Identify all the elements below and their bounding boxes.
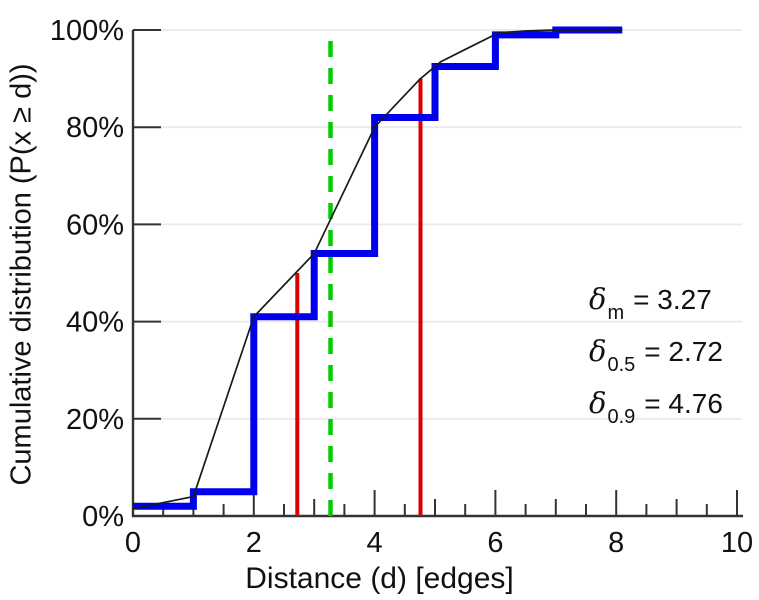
x-tick-label-0: 0 <box>125 527 141 559</box>
annotation-value: = 4.76 <box>644 388 723 419</box>
delta-subscript: m <box>607 302 625 324</box>
delta-symbol: δ <box>589 334 607 368</box>
y-tick-label-20%: 20% <box>66 404 124 436</box>
delta-subscript: 0.5 <box>607 354 636 376</box>
delta-subscript: 0.9 <box>607 406 636 428</box>
annotation-delta-mean: δm = 3.27 <box>589 282 712 324</box>
fitted-cdf-curve <box>132 29 623 510</box>
annotation-value: = 3.27 <box>633 284 712 315</box>
x-tick-label-6: 6 <box>487 527 503 559</box>
x-tick-label-8: 8 <box>608 527 624 559</box>
axis-lines <box>131 30 743 518</box>
y-tick-label-60%: 60% <box>66 209 124 241</box>
delta-symbol: δ <box>589 282 607 316</box>
annotation-value: = 2.72 <box>644 336 723 367</box>
y-tick-label-80%: 80% <box>66 112 124 144</box>
y-axis-title: Cumulative distribution (P(x ≥ d)) <box>5 63 38 486</box>
empirical-cdf-steps <box>133 26 623 510</box>
x-axis-title: Distance (d) [edges] <box>245 562 514 595</box>
y-tick-label-0%: 0% <box>82 501 124 533</box>
y-tick-label-100%: 100% <box>50 15 124 47</box>
x-tick-label-4: 4 <box>367 527 383 559</box>
x-tick-label-2: 2 <box>246 527 262 559</box>
annotation-delta-median: δ0.5 = 2.72 <box>589 334 723 376</box>
x-tick-label-10: 10 <box>721 527 753 559</box>
delta-symbol: δ <box>589 386 607 420</box>
annotation-delta-p90: δ0.9 = 4.76 <box>589 386 723 428</box>
y-tick-label-40%: 40% <box>66 307 124 339</box>
